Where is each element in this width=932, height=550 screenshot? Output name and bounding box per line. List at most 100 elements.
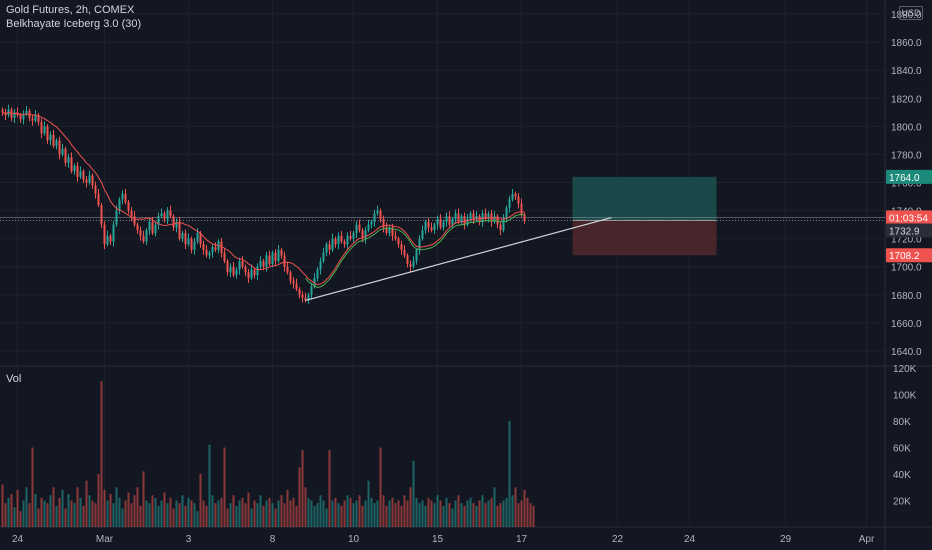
volume-bar	[181, 495, 184, 527]
volume-bar	[172, 508, 175, 527]
candle	[262, 259, 265, 271]
volume-bar	[250, 508, 253, 527]
candle-body	[448, 216, 451, 225]
candle	[220, 237, 223, 258]
volume-bar	[322, 500, 325, 527]
candle-body	[184, 233, 187, 245]
candle	[154, 222, 157, 237]
candle-body	[196, 233, 199, 242]
candle-body	[283, 255, 286, 267]
candle	[373, 209, 376, 227]
candle-body	[394, 235, 397, 239]
candle-body	[334, 238, 337, 245]
candle	[103, 221, 106, 250]
candle	[310, 282, 313, 300]
volume-bar	[289, 500, 292, 527]
candle	[127, 200, 130, 215]
volume-bar	[481, 495, 484, 527]
countdown-badge-text: 01:03:54	[889, 213, 928, 224]
candle	[340, 230, 343, 244]
candle	[115, 205, 118, 227]
volume-bar	[184, 505, 187, 527]
candle-body	[406, 255, 409, 264]
volume-bar	[130, 503, 133, 527]
candle-body	[139, 230, 142, 236]
volume-bar	[397, 500, 400, 527]
volume-bar	[73, 503, 76, 527]
candle-body	[292, 280, 295, 284]
candle	[100, 202, 103, 229]
volume-bar	[496, 505, 499, 527]
price-tick-label: 1820.0	[891, 94, 922, 105]
candle	[238, 257, 241, 275]
volume-tick-label: 80K	[893, 417, 911, 428]
stop-price-badge: 1708.2	[886, 248, 932, 263]
candle	[157, 212, 160, 230]
volume-bar	[193, 503, 196, 527]
time-tick-label: 8	[270, 534, 276, 545]
candle-body	[472, 213, 475, 219]
candle	[211, 243, 214, 258]
volume-bar	[64, 508, 67, 527]
candle	[10, 107, 13, 122]
candle-body	[229, 266, 232, 273]
candle-body	[55, 140, 58, 146]
candle	[166, 207, 169, 224]
indicator-legend[interactable]: Belkhayate Iceberg 3.0 (30)	[6, 18, 142, 30]
candle	[253, 267, 256, 279]
candle	[163, 211, 166, 223]
candle-body	[319, 261, 322, 270]
volume-bar	[124, 500, 127, 527]
candle	[418, 235, 421, 255]
volume-bar	[412, 460, 415, 527]
volume-bar	[85, 480, 88, 527]
candle-body	[181, 233, 184, 239]
countdown-badge: 01:03:54	[886, 210, 932, 225]
candle	[322, 247, 325, 264]
candle	[118, 197, 121, 215]
candle-body	[325, 244, 328, 253]
candle	[67, 153, 70, 168]
candle-body	[496, 216, 499, 225]
candle	[304, 292, 307, 303]
last-price-badge-bg	[886, 223, 932, 238]
candle-body	[298, 289, 301, 295]
symbol-legend[interactable]: Gold Futures, 2h, COMEX	[6, 4, 135, 16]
volume-bar	[466, 500, 469, 527]
volume-bar	[439, 500, 442, 527]
time-tick-label: 17	[516, 534, 528, 545]
volume-bar	[127, 492, 130, 527]
candle-body	[265, 255, 268, 267]
candle-body	[244, 266, 247, 273]
volume-legend[interactable]: Vol	[6, 373, 22, 385]
candle	[46, 124, 49, 144]
candle-body	[445, 216, 448, 222]
candle-body	[148, 221, 151, 231]
candle	[307, 292, 310, 304]
candle	[346, 232, 349, 250]
volume-bar	[463, 505, 466, 527]
volume-bar	[79, 497, 82, 527]
stop-price-badge-text: 1708.2	[889, 251, 920, 262]
candle-body	[37, 115, 40, 123]
candle-body	[316, 269, 319, 278]
candle-body	[175, 221, 178, 228]
volume-bar	[133, 495, 136, 527]
candle	[508, 195, 511, 213]
candle-body	[49, 134, 52, 141]
volume-bar	[316, 503, 319, 527]
candle	[121, 190, 124, 205]
volume-bar	[514, 487, 517, 527]
currency-label[interactable]: USD	[899, 6, 923, 20]
candle-body	[31, 117, 34, 121]
volume-bar	[238, 500, 241, 527]
volume-bar	[145, 500, 148, 527]
candle	[94, 181, 97, 199]
volume-bar	[205, 505, 208, 527]
volume-bar	[22, 500, 25, 527]
price-tick-label: 1840.0	[891, 66, 922, 77]
last-price-badge: 1732.9	[886, 223, 932, 238]
time-tick-label: 24	[684, 534, 696, 545]
volume-bar	[103, 489, 106, 527]
